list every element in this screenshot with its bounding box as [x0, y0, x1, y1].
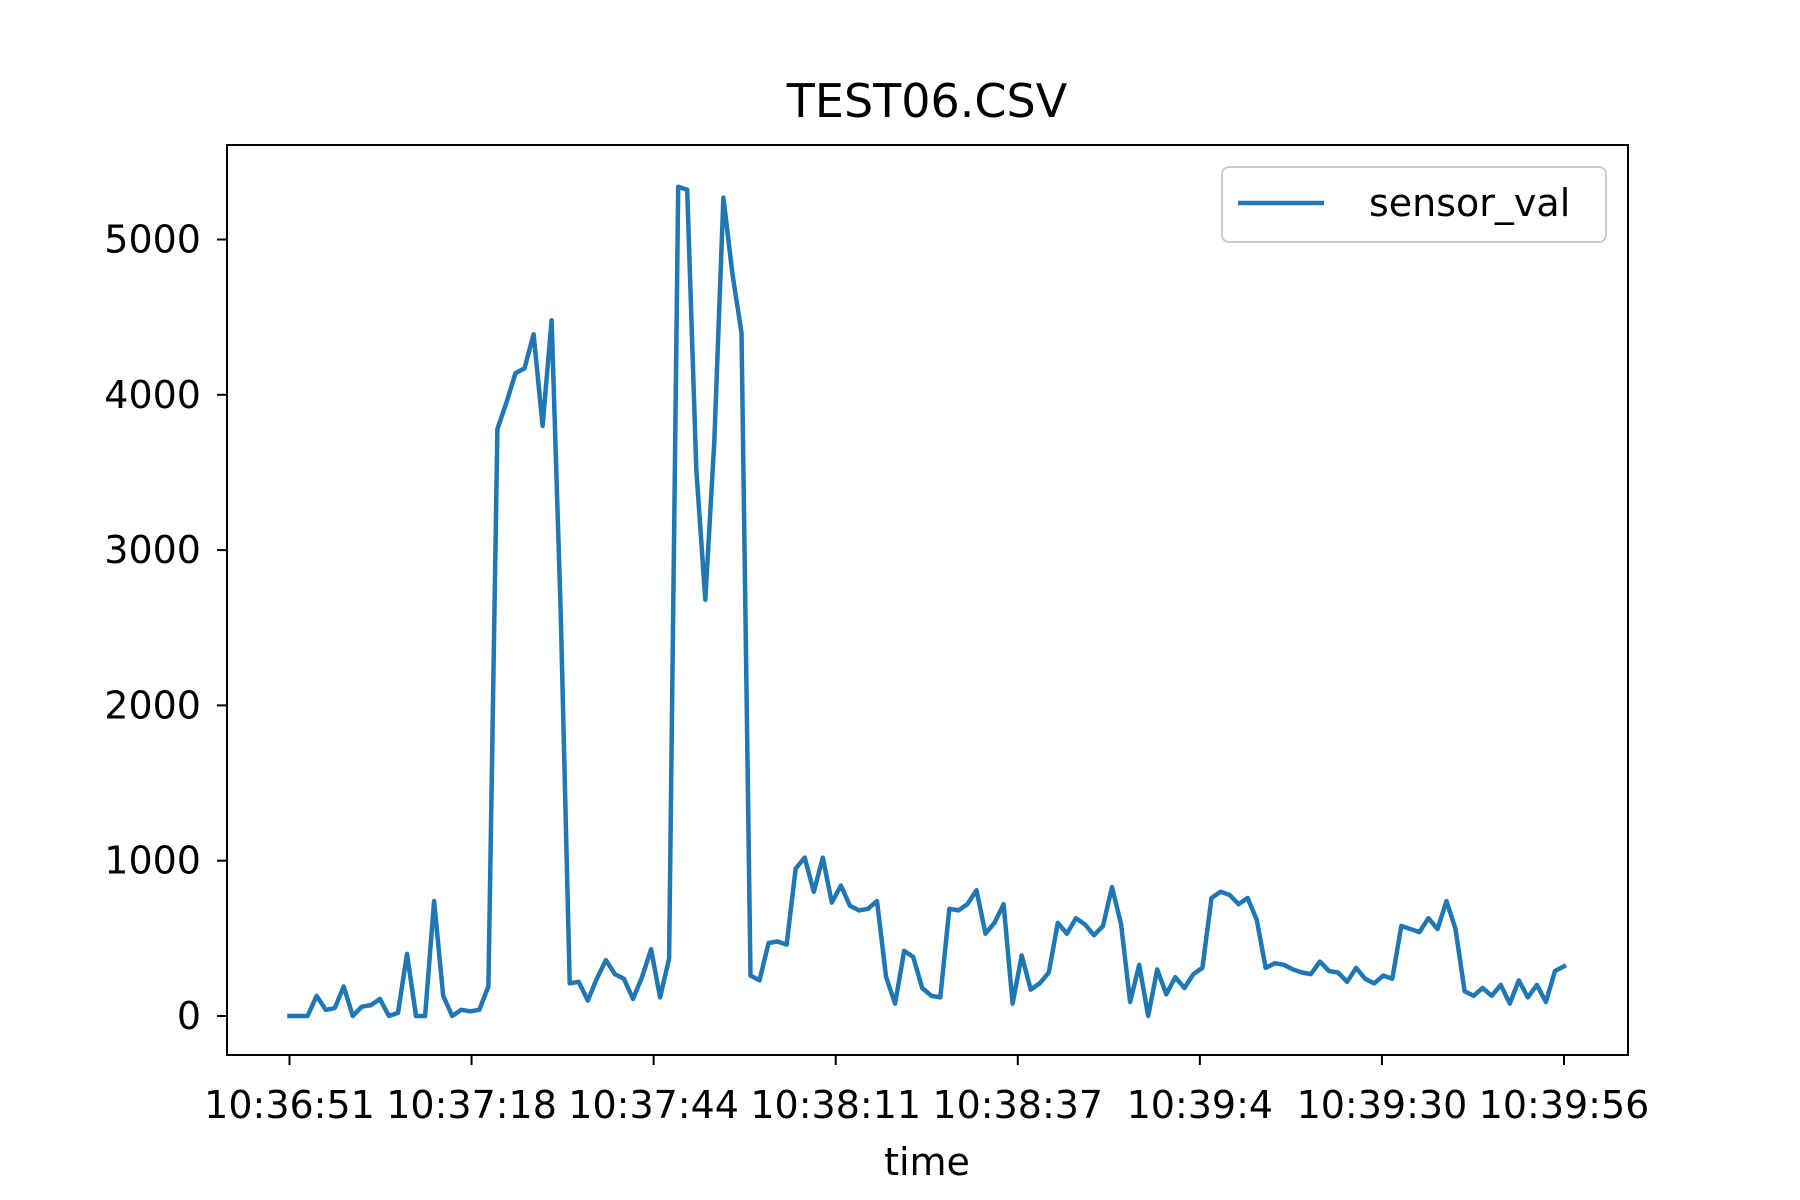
- chart-title: TEST06.CSV: [786, 74, 1068, 128]
- y-tick-label: 2000: [104, 683, 201, 727]
- x-tick-label: 10:39:30: [1297, 1083, 1468, 1127]
- legend-label-sensor-val: sensor_val: [1369, 181, 1570, 225]
- legend-frame: [1221, 166, 1607, 243]
- y-tick-label: 4000: [104, 373, 201, 417]
- y-tick-label: 0: [177, 994, 201, 1038]
- y-axis-ticks: 0 1000 2000 3000 4000 5000: [104, 218, 227, 1038]
- y-tick-label: 5000: [104, 218, 201, 262]
- x-tick-label: 10:39:4: [1127, 1083, 1274, 1127]
- x-tick-label: 10:38:37: [932, 1083, 1103, 1127]
- x-tick-label: 10:37:18: [386, 1083, 557, 1127]
- y-tick-label: 3000: [104, 528, 201, 572]
- x-tick-label: 10:36:51: [204, 1083, 375, 1127]
- y-tick-label: 1000: [104, 839, 201, 883]
- x-tick-label: 10:38:11: [750, 1083, 921, 1127]
- x-axis-label: time: [884, 1140, 970, 1184]
- legend: sensor_val: [1221, 166, 1607, 243]
- x-tick-label: 10:39:56: [1479, 1083, 1650, 1127]
- series-line-sensor-val: [287, 184, 1568, 1019]
- x-axis-ticks: 10:36:51 10:37:18 10:37:44 10:38:11 10:38:37…: [204, 1055, 1649, 1127]
- plot-area-frame: [226, 144, 1629, 1056]
- x-tick-label: 10:37:44: [568, 1083, 739, 1127]
